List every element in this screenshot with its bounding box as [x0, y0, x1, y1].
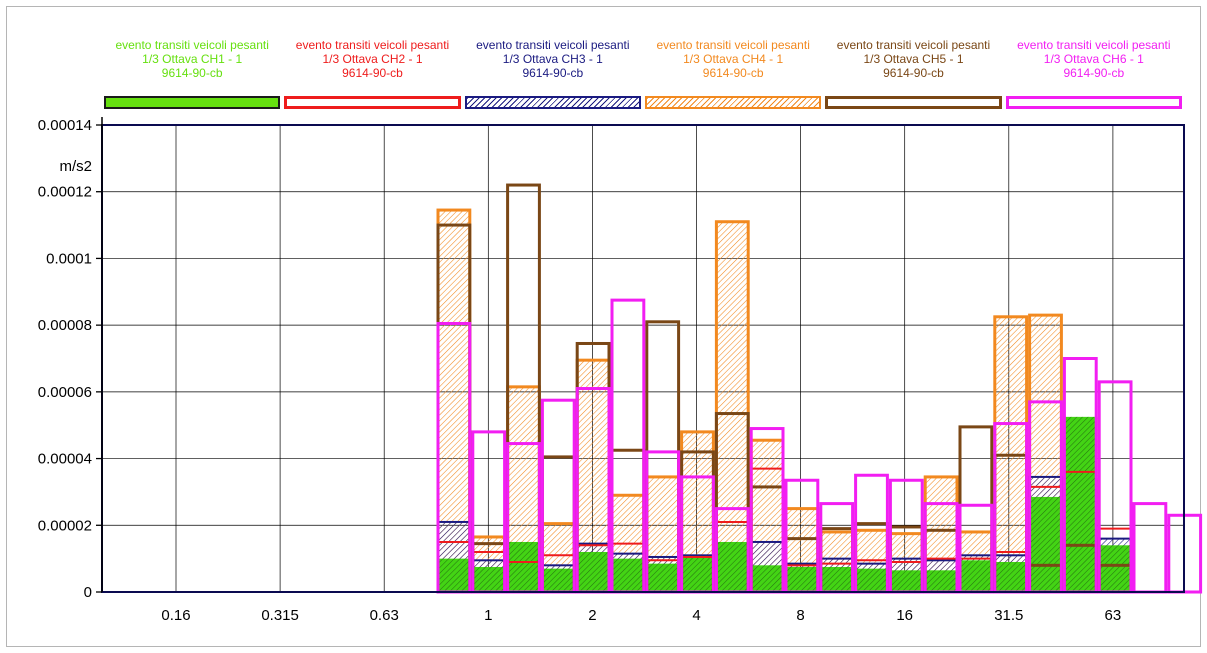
legend-channel: 1/3 Ottava CH1 - 1: [142, 52, 243, 66]
series-ch2: [438, 467, 1131, 567]
x-tick-label: 4: [692, 607, 700, 624]
legend-swatch: [284, 96, 461, 109]
bar-ch1-hatch: [749, 565, 785, 592]
legend-swatch: [644, 96, 822, 109]
x-tick-label: 0.63: [370, 607, 399, 624]
x-tick-label: 1: [484, 607, 492, 624]
bar-ch1-hatch: [610, 558, 646, 592]
legend-channel: 1/3 Ottava CH6 - 1: [1043, 52, 1144, 66]
bar-ch1-hatch: [784, 566, 820, 592]
legend-channel: 1/3 Ottava CH5 - 1: [863, 52, 964, 66]
bar-ch4: [714, 220, 750, 594]
legend-code: 9614-90-cb: [342, 66, 403, 80]
y-tick-label: 0.00006: [38, 384, 92, 401]
legend-swatch: [464, 96, 641, 109]
x-tick-label: 63: [1105, 607, 1122, 624]
x-tick-label: 16: [896, 607, 913, 624]
bar-ch1-hatch: [923, 570, 959, 592]
bar-ch1-hatch: [680, 556, 715, 592]
y-tick-label: 0.0001: [46, 250, 92, 267]
y-tick-label: 0.00014: [38, 117, 92, 134]
bar-ch1-hatch: [854, 568, 889, 592]
legend-item-ch3: evento transiti veicoli pesanti 1/3 Ottav…: [463, 38, 643, 114]
legend-channel: 1/3 Ottava CH4 - 1: [683, 52, 784, 66]
bar-ch1-hatch: [714, 541, 750, 592]
legend-code: 9614-90-cb: [161, 66, 223, 80]
bar-ch1-hatch: [1097, 545, 1133, 592]
x-tick-label: 31.5: [994, 607, 1023, 624]
x-tick-label: 0.16: [161, 607, 190, 624]
bar-ch1-hatch: [575, 551, 611, 592]
legend-swatch: [104, 96, 281, 109]
legend-item-ch1: evento transiti veicoli pesanti 1/3 Ottav…: [102, 38, 282, 114]
legend-item-ch6: evento transiti veicoli pesanti 1/3 Ottav…: [1004, 38, 1184, 114]
legend-name: evento transiti veicoli pesanti: [476, 38, 630, 52]
bar-ch1-hatch: [819, 566, 855, 592]
legend-name: evento transiti veicoli pesanti: [115, 38, 269, 52]
legend-code: 9614-90-cb: [522, 66, 584, 80]
legend-name: evento transiti veicoli pesanti: [1017, 38, 1171, 52]
bar-ch1-hatch: [958, 560, 994, 592]
legend-item-ch4: evento transiti veicoli pesanti 1/3 Ottav…: [643, 38, 823, 114]
bar-ch1-hatch: [540, 568, 576, 592]
x-tick-label: 8: [796, 607, 804, 624]
bar-ch1-hatch: [506, 541, 541, 592]
y-axis-label: m/s2: [59, 158, 92, 175]
legend-code: 9614-90-cb: [883, 66, 944, 80]
bar-ch1-hatch: [993, 561, 1029, 592]
series-ch1: [436, 416, 1133, 592]
bar-ch1-hatch: [645, 563, 681, 592]
y-tick-label: 0.00008: [38, 317, 92, 334]
y-tick-label: 0.00002: [38, 517, 92, 534]
legend-code: 9614-90-cb: [702, 66, 764, 80]
legend-swatch: [825, 96, 1002, 109]
y-tick-label: 0.00004: [38, 451, 92, 468]
bar-ch1-hatch: [1062, 416, 1098, 592]
x-tick-label: 0.315: [261, 607, 299, 624]
legend-item-ch5: evento transiti veicoli pesanti 1/3 Ottav…: [823, 38, 1003, 114]
legend-channel: 1/3 Ottava CH3 - 1: [502, 52, 603, 66]
legend-name: evento transiti veicoli pesanti: [295, 38, 450, 52]
bar-ch1-hatch: [888, 570, 924, 592]
bar-ch1-hatch: [436, 558, 472, 592]
x-tick-label: 2: [588, 607, 596, 624]
legend-name: evento transiti veicoli pesanti: [836, 38, 991, 52]
legend-swatch: [1005, 96, 1182, 109]
y-tick-label: 0: [84, 584, 92, 601]
legend-channel: 1/3 Ottava CH2 - 1: [322, 52, 423, 66]
legend-item-ch2: evento transiti veicoli pesanti 1/3 Ottav…: [282, 38, 462, 114]
bar-ch1-hatch: [1028, 496, 1063, 592]
legend-name: evento transiti veicoli pesanti: [656, 38, 810, 52]
legend: evento transiti veicoli pesanti 1/3 Ottav…: [102, 38, 1184, 114]
bar-ch1-hatch: [471, 566, 507, 592]
legend-code: 9614-90-cb: [1063, 66, 1125, 80]
y-tick-label: 0.00012: [38, 184, 92, 201]
